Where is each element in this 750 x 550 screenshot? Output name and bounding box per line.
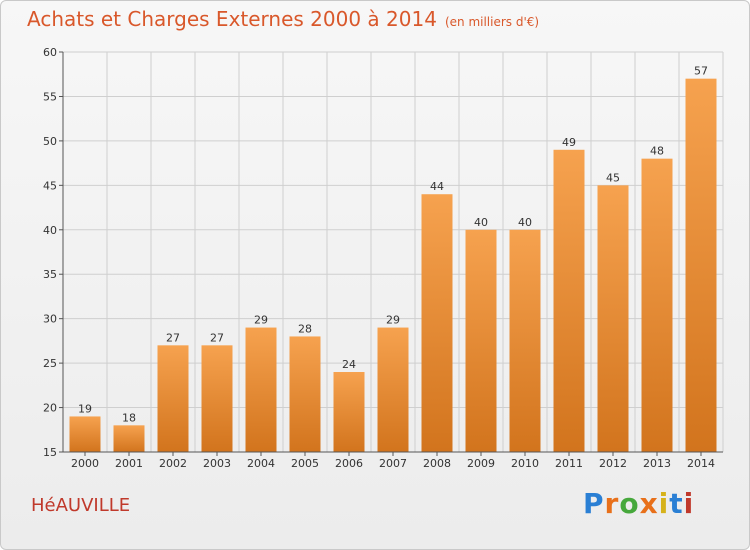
- x-tick-label: 2010: [511, 457, 539, 470]
- logo-letter: t: [669, 487, 684, 520]
- data-label: 27: [166, 331, 180, 344]
- data-label: 44: [430, 180, 444, 193]
- bar: [245, 327, 277, 452]
- x-tick-label: 2007: [379, 457, 407, 470]
- data-label: 29: [386, 314, 400, 327]
- bar: [113, 425, 145, 452]
- bar: [553, 149, 585, 452]
- logo-letter: r: [604, 487, 620, 520]
- title-text: Achats et Charges Externes 2000 à 2014: [27, 7, 437, 31]
- y-tick-label: 25: [43, 357, 57, 370]
- x-tick-label: 2002: [159, 457, 187, 470]
- bars: 19 18 27 27 29 28 24 29 44 40 40 49 45 48 57: [69, 65, 717, 453]
- y-tick-label: 20: [43, 402, 57, 415]
- x-tick-label: 2006: [335, 457, 363, 470]
- bar: [69, 416, 101, 452]
- data-label: 29: [254, 314, 268, 327]
- unit-label: (en milliers d'€): [444, 15, 540, 29]
- location-label: HéAUVILLE: [31, 495, 131, 516]
- bar: [289, 336, 321, 452]
- x-tick-label: 2005: [291, 457, 319, 470]
- y-tick-label: 15: [43, 446, 57, 459]
- chart-title: Achats et Charges Externes 2000 à 2014 (e…: [27, 7, 539, 31]
- x-tick-label: 2003: [203, 457, 231, 470]
- data-label: 24: [342, 358, 356, 371]
- y-tick-label: 55: [43, 90, 57, 103]
- y-tick-label: 30: [43, 313, 57, 326]
- data-label: 19: [78, 402, 92, 415]
- data-label: 40: [474, 216, 488, 229]
- y-tick-label: 40: [43, 224, 57, 237]
- bar: [685, 78, 717, 453]
- bar: [597, 185, 629, 453]
- bar: [465, 229, 497, 452]
- bar: [201, 345, 233, 452]
- bar: [641, 158, 673, 452]
- x-tick-label: 2013: [643, 457, 671, 470]
- logo-letter: i: [683, 487, 695, 520]
- y-tick-label: 60: [43, 46, 57, 59]
- proxiti-logo: Proxiti: [583, 487, 694, 520]
- logo-letter: i: [658, 487, 670, 520]
- x-tick-label: 2000: [71, 457, 99, 470]
- x-tick-label: 2009: [467, 457, 495, 470]
- bar: [509, 229, 541, 452]
- bar: [421, 194, 453, 452]
- x-tick-label: 2001: [115, 457, 143, 470]
- logo-letter: P: [583, 487, 605, 520]
- x-tick-label: 2011: [555, 457, 583, 470]
- x-tick-label: 2014: [687, 457, 715, 470]
- bar: [377, 327, 409, 452]
- data-label: 18: [122, 411, 136, 424]
- logo-letter: x: [639, 487, 659, 520]
- data-label: 40: [518, 216, 532, 229]
- y-tick-label: 35: [43, 268, 57, 281]
- bar: [333, 372, 365, 452]
- logo-letter: o: [619, 487, 640, 520]
- bar: [157, 345, 189, 452]
- data-label: 57: [694, 65, 708, 78]
- x-tick-label: 2008: [423, 457, 451, 470]
- data-label: 28: [298, 322, 312, 335]
- y-tick-label: 50: [43, 135, 57, 148]
- x-tick-label: 2004: [247, 457, 275, 470]
- data-label: 27: [210, 331, 224, 344]
- data-label: 48: [650, 145, 664, 158]
- x-tick-label: 2012: [599, 457, 627, 470]
- data-label: 45: [606, 171, 620, 184]
- axes: 15 20 25 30 35 40 45 50 55 60 2000 2001 2002 2003 2004…: [43, 46, 723, 470]
- y-tick-label: 45: [43, 179, 57, 192]
- data-label: 49: [562, 136, 576, 149]
